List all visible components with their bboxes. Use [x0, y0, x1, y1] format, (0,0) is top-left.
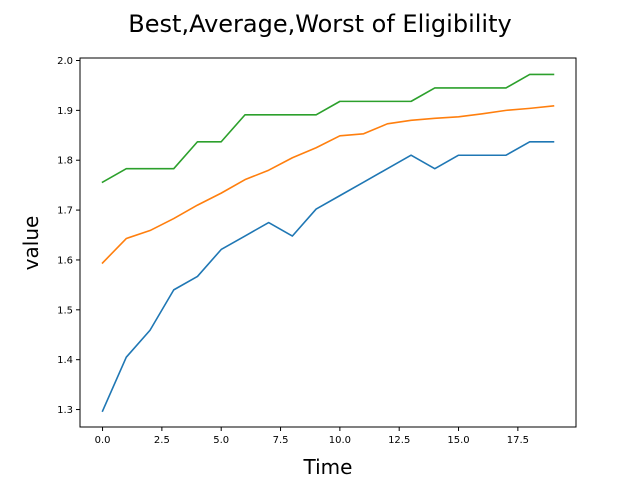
plot-area [80, 58, 576, 427]
y-tick-label: 1.5 [57, 305, 73, 316]
series-line-2 [101, 73, 555, 184]
y-tick-label: 1.7 [57, 206, 73, 217]
x-tick-label: 0.0 [95, 435, 111, 446]
series-line-1 [101, 104, 555, 265]
y-axis: 1.3 1.4 1.5 1.6 1.7 1.8 1.9 2.0 [57, 56, 80, 416]
x-tick-label: 7.5 [273, 435, 289, 446]
series-line-0 [101, 140, 555, 413]
x-tick-label: 15.0 [447, 435, 469, 446]
plot-frame [79, 57, 577, 428]
chart-title: Best,Average,Worst of Eligibility [128, 10, 511, 38]
y-tick-label: 1.8 [57, 156, 73, 167]
x-axis: 0.0 2.5 5.0 7.5 10.0 12.5 15.0 17.5 [95, 427, 529, 446]
x-tick-label: 17.5 [507, 435, 529, 446]
x-tick-label: 2.5 [154, 435, 170, 446]
y-tick-label: 1.9 [57, 106, 73, 117]
y-tick-label: 1.6 [57, 255, 73, 266]
x-tick-label: 12.5 [388, 435, 410, 446]
x-tick-label: 10.0 [329, 435, 351, 446]
y-tick-label: 1.3 [57, 405, 73, 416]
y-tick-label: 1.4 [57, 355, 73, 366]
y-tick-label: 2.0 [57, 56, 73, 67]
x-axis-title: Time [303, 455, 353, 479]
series-layer [101, 73, 555, 413]
y-axis-title: value [19, 216, 43, 271]
x-tick-label: 5.0 [213, 435, 229, 446]
